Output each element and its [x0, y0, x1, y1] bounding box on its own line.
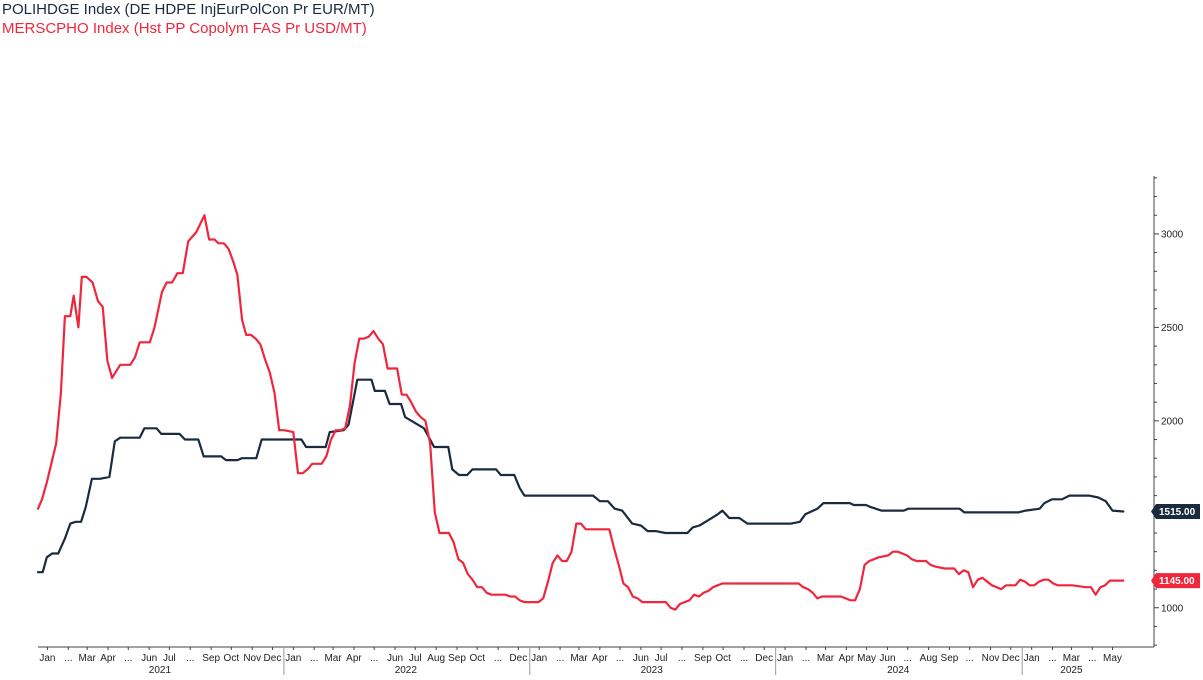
x-tick-label: Mar — [1063, 653, 1081, 664]
x-tick-label: ... — [802, 653, 810, 664]
x-tick-label: Aug — [920, 653, 938, 664]
y-tick-label: 2500 — [1161, 323, 1184, 334]
x-tick-label: Jan — [531, 653, 547, 664]
x-tick-label: ... — [186, 653, 194, 664]
x-tick-label: May — [1103, 653, 1122, 664]
year-label: 2023 — [641, 665, 664, 676]
y-tick-label: 2000 — [1161, 416, 1184, 427]
x-tick-label: Nov — [982, 653, 1000, 664]
x-tick-label: Jan — [285, 653, 301, 664]
x-tick-label: Jan — [1024, 653, 1040, 664]
last-value-badge — [1151, 503, 1200, 519]
x-tick-label: Mar — [324, 653, 342, 664]
x-tick-label: Mar — [817, 653, 835, 664]
x-tick-label: Dec — [509, 653, 527, 664]
series-line-polihdge — [36, 378, 1125, 574]
x-tick-label: ... — [494, 653, 502, 664]
x-tick-label: ... — [1048, 653, 1056, 664]
last-value-label: 1145.00 — [1159, 576, 1195, 587]
x-tick-label: Apr — [839, 653, 855, 664]
last-value-badge — [1151, 573, 1200, 589]
x-tick-label: Apr — [100, 653, 116, 664]
legend: POLIHDGE Index (DE HDPE InjEurPolCon Pr … — [2, 0, 375, 38]
x-tick-label: Mar — [79, 653, 97, 664]
legend-item-merscpho: MERSCPHO Index (Hst PP Copolym FAS Pr US… — [2, 20, 367, 37]
x-tick-label: Jul — [655, 653, 668, 664]
year-label: 2024 — [887, 665, 910, 676]
x-tick-label: Sep — [202, 653, 220, 664]
x-tick-label: ... — [124, 653, 132, 664]
x-tick-label: ... — [678, 653, 686, 664]
legend-item-polihdge: POLIHDGE Index (DE HDPE InjEurPolCon Pr … — [2, 1, 375, 18]
x-tick-label: ... — [904, 653, 912, 664]
x-tick-label: Apr — [592, 653, 608, 664]
x-tick-label: Jul — [163, 653, 176, 664]
year-label: 2022 — [395, 665, 418, 676]
x-tick-label: Jun — [141, 653, 157, 664]
x-tick-label: ... — [740, 653, 748, 664]
series-line-merscpho — [36, 214, 1125, 611]
x-tick-label: May — [857, 653, 876, 664]
x-tick-label: Oct — [715, 653, 731, 664]
x-tick-label: Oct — [224, 653, 240, 664]
year-label: 2021 — [149, 665, 172, 676]
x-tick-label: Dec — [264, 653, 282, 664]
year-label: 2025 — [1060, 665, 1083, 676]
x-tick-label: Dec — [755, 653, 773, 664]
y-tick-label: 3000 — [1161, 229, 1184, 240]
x-tick-label: Aug — [427, 653, 445, 664]
x-tick-label: Jun — [387, 653, 403, 664]
x-tick-label: Sep — [448, 653, 466, 664]
x-tick-label: Dec — [1002, 653, 1020, 664]
x-tick-label: Nov — [243, 653, 261, 664]
x-tick-label: Mar — [570, 653, 588, 664]
x-tick-label: Sep — [694, 653, 712, 664]
x-tick-label: ... — [556, 653, 564, 664]
x-tick-label: Jun — [633, 653, 649, 664]
x-tick-label: Jan — [777, 653, 793, 664]
x-tick-label: Jan — [39, 653, 55, 664]
x-tick-label: ... — [616, 653, 624, 664]
x-tick-label: ... — [310, 653, 318, 664]
x-tick-label: Oct — [469, 653, 485, 664]
x-tick-label: ... — [1088, 653, 1096, 664]
last-value-label: 1515.00 — [1159, 507, 1196, 518]
x-tick-label: Sep — [941, 653, 959, 664]
x-tick-label: ... — [965, 653, 973, 664]
x-tick-label: Apr — [346, 653, 362, 664]
y-tick-label: 1000 — [1161, 603, 1184, 614]
x-tick-label: ... — [64, 653, 72, 664]
x-tick-label: ... — [370, 653, 378, 664]
x-tick-label: Jul — [409, 653, 422, 664]
x-tick-label: Jun — [879, 653, 895, 664]
